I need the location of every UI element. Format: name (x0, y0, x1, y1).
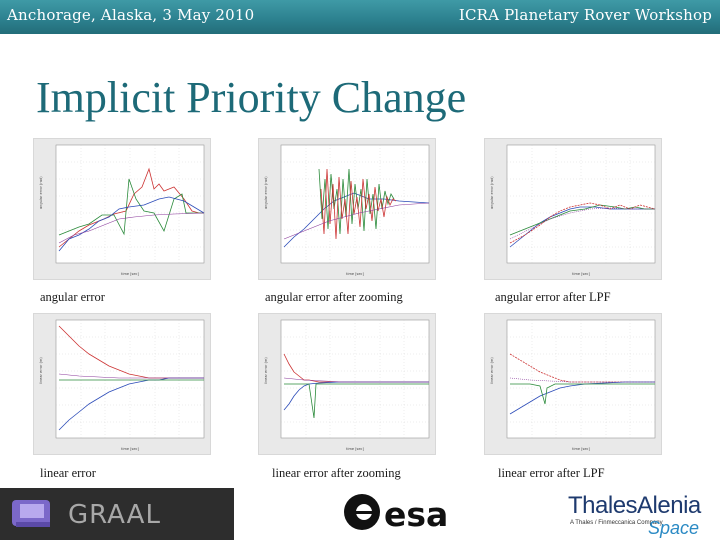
caption-angular-error: angular error (40, 290, 105, 304)
y-axis-label: linear error (m) (490, 357, 494, 384)
grid (281, 145, 429, 263)
y-axis-label: angular error (rad) (39, 176, 43, 209)
y-axis-label: linear error (m) (39, 357, 43, 384)
x-axis-label: time [sec] (572, 272, 590, 276)
caption-angular-error-zoom: angular error after zooming (265, 290, 403, 304)
plot-linear-error-svg: linear error (m) time [sec] (39, 319, 205, 451)
caption-angular-error-lpf: angular error after LPF (495, 290, 611, 304)
plot-angular-error-zoom: angular error (rad) time [sec] (259, 139, 435, 279)
plot-linear-error-lpf: linear error (m) time [sec] (485, 314, 661, 454)
series-green (284, 383, 429, 419)
caption-linear-error-zoom: linear error after zooming (272, 466, 401, 480)
plot-area (280, 319, 430, 439)
caption-linear-error-lpf: linear error after LPF (498, 466, 605, 480)
plot-angular-error-lpf-svg: angular error (rad) time [sec] (490, 144, 656, 276)
series-green (58, 178, 204, 236)
x-axis-label: time [sec] (121, 272, 139, 276)
plot-area (280, 144, 430, 264)
y-axis-label: linear error (m) (264, 357, 268, 384)
series-purple (58, 212, 205, 244)
series-purple (58, 373, 204, 379)
conference-location: Anchorage, Alaska, 3 May 2010 (7, 6, 255, 24)
series-blue (509, 381, 655, 415)
thales-space-label: Space (648, 518, 700, 538)
series-red (509, 353, 655, 383)
thales-alenia-label: ThalesAlenia (568, 492, 701, 519)
graal-logo: GRAAL (0, 488, 234, 540)
thales-tagline: A Thales / Finmeccanica Company (570, 520, 663, 526)
header-bar: Anchorage, Alaska, 3 May 2010 ICRA Plane… (0, 0, 720, 34)
series-red (320, 168, 397, 240)
slide-title: Implicit Priority Change (36, 73, 467, 122)
x-axis-label: time [sec] (572, 447, 590, 451)
grid (56, 320, 204, 438)
grid (281, 320, 429, 438)
graal-label: GRAAL (68, 500, 161, 530)
y-axis-label: angular error (rad) (490, 176, 494, 209)
plot-area (55, 144, 205, 264)
grid (507, 320, 655, 438)
plot-area (506, 319, 656, 439)
esa-label: esa (384, 495, 449, 534)
x-axis-label: time [sec] (346, 272, 364, 276)
plot-angular-error-svg: angular error (rad) time [sec] (39, 144, 205, 276)
series-blue (58, 377, 204, 431)
series-green (318, 168, 395, 235)
graal-mark-icon (12, 500, 50, 527)
series-purple (509, 377, 655, 383)
plot-angular-error-zoom-svg: angular error (rad) time [sec] (264, 144, 430, 276)
plot-linear-error-lpf-svg: linear error (m) time [sec] (490, 319, 656, 451)
esa-logo-icon (344, 494, 380, 530)
y-axis-label: angular error (rad) (264, 176, 268, 209)
plot-area (506, 144, 656, 264)
x-axis-label: time [sec] (121, 447, 139, 451)
plot-angular-error: angular error (rad) time [sec] (34, 139, 210, 279)
plot-area (55, 319, 205, 439)
caption-linear-error: linear error (40, 466, 96, 480)
plot-linear-error: linear error (m) time [sec] (34, 314, 210, 454)
series-green (510, 383, 655, 405)
series-purple (283, 202, 430, 240)
x-axis-label: time [sec] (346, 447, 364, 451)
series-blue (58, 196, 205, 252)
series-purple (509, 207, 655, 240)
series-red (509, 202, 656, 244)
plot-angular-error-lpf: angular error (rad) time [sec] (485, 139, 661, 279)
series-purple (283, 377, 429, 383)
plot-linear-error-zoom: linear error (m) time [sec] (259, 314, 435, 454)
plot-linear-error-zoom-svg: linear error (m) time [sec] (264, 319, 430, 451)
series-red (58, 167, 204, 248)
workshop-name: ICRA Planetary Rover Workshop (458, 6, 712, 24)
series-green (509, 204, 655, 236)
